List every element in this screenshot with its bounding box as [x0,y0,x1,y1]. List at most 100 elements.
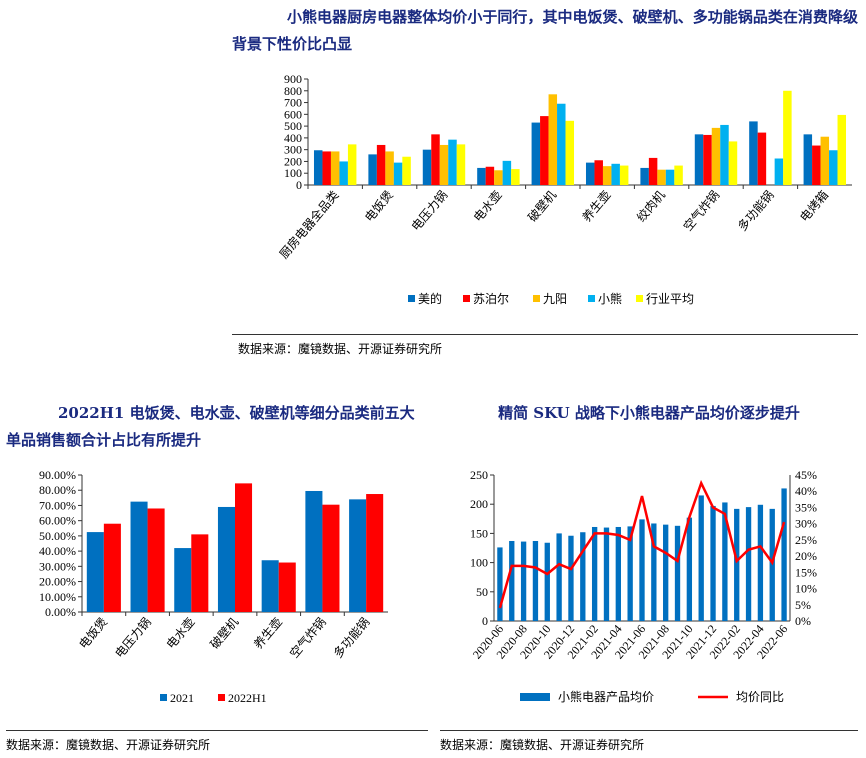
bar-美的 [368,154,377,185]
y-tick-label: 70.00% [39,498,76,512]
y2-tick-label: 15% [795,565,817,579]
bar-小熊 [448,139,457,185]
x-tick-label: 破壁机 [524,187,559,224]
x-tick-label: 电饭煲 [76,614,111,651]
bar-小熊 [557,103,566,185]
y-tick-label: 50.00% [39,529,76,543]
y-tick-label: 100 [284,166,302,180]
bar-小熊电器产品均价 [663,524,669,621]
y-tick-label: 150 [470,526,488,540]
y2-tick-label: 45% [795,468,817,482]
legend-label: 苏泊尔 [473,291,509,306]
y-tick-label: 30.00% [39,559,76,573]
y2-tick-label: 30% [795,517,817,531]
y-tick-label: 200 [470,497,488,511]
bar-小熊 [774,158,784,185]
y2-tick-label: 40% [795,484,817,498]
y-tick-label: 300 [284,143,302,157]
bar-小熊电器产品均价 [544,542,550,621]
y-tick-label: 700 [284,96,302,110]
y-tick-label: 400 [284,131,302,145]
line-均价同比 [498,479,786,609]
x-tick-label: 多功能锅 [734,187,776,233]
y-tick-label: 90.00% [39,468,76,482]
bar-2021 [261,560,279,612]
bar-美的 [422,149,432,185]
divider [232,334,858,335]
bar-九阳 [820,136,830,185]
bar-行业平均 [347,144,357,185]
bar-美的 [585,162,595,185]
x-tick-label: 绞肉机 [633,187,668,224]
bar-九阳 [548,94,558,185]
y-tick-label: 0 [482,614,488,628]
y2-tick-label: 20% [795,549,817,563]
legend-label: 九阳 [543,292,567,306]
x-tick-label: 养生壶 [579,187,614,224]
y2-tick-label: 25% [795,533,817,547]
bar-苏泊尔 [322,151,331,185]
bar-美的 [477,167,486,185]
bar-2022H1 [103,523,121,612]
x-tick-label: 电压力锅 [408,187,450,233]
bar-九阳 [602,166,612,185]
bar-小熊电器产品均价 [651,523,657,621]
y-tick-label: 50 [476,585,488,599]
y-tick-label: 0.00% [45,605,76,619]
legend-label: 美的 [418,291,442,306]
bar-九阳 [711,127,721,185]
x-tick-label: 养生壶 [250,614,285,651]
y-tick-label: 60.00% [39,514,76,528]
bar-行业平均 [402,156,411,185]
bar-小熊电器产品均价 [591,526,598,621]
x-tick-label: 厨房电器全品类 [276,187,341,261]
bar-2022H1 [366,494,384,612]
bar-小熊电器产品均价 [532,540,539,621]
x-tick-label: 电水壶 [163,614,198,651]
chart1-source: 数据来源：魔镜数据、开源证券研究所 [238,342,443,356]
y2-tick-label: 35% [795,500,817,514]
x-tick-label: 电水壶 [470,187,505,224]
bar-苏泊尔 [540,116,549,185]
bar-行业平均 [783,90,792,185]
legend-label: 小熊电器产品均价 [558,689,654,704]
y-tick-label: 100 [470,556,488,570]
y-tick-label: 200 [284,154,302,168]
y-tick-label: 0 [296,178,302,192]
bar-2021 [130,501,148,612]
legend-label: 小熊 [598,291,622,306]
bar-小熊电器产品均价 [568,535,574,621]
legend-label: 2022H1 [228,691,267,705]
bar-小熊电器产品均价 [769,508,775,621]
bar-小熊 [393,162,403,185]
bar-行业平均 [565,120,575,185]
bar-苏泊尔 [703,134,712,185]
y2-tick-label: 10% [795,582,817,596]
bar-小熊电器产品均价 [757,504,764,621]
legend-label: 行业平均 [646,292,694,306]
bar-美的 [694,134,704,185]
y2-tick-label: 5% [795,598,811,612]
bar-行业平均 [511,169,520,185]
bar-2021 [305,490,323,612]
bar-小熊 [720,124,729,185]
bar-苏泊尔 [757,132,767,185]
bar-小熊电器产品均价 [639,519,645,621]
legend-swatch-2022H1 [218,694,225,701]
bar-小熊电器产品均价 [698,495,704,621]
bar-苏泊尔 [594,160,603,185]
bar-美的 [531,122,541,185]
legend-swatch-美的 [408,295,415,302]
y-tick-label: 250 [470,468,488,482]
legend-swatch-苏泊尔 [463,295,470,302]
bar-苏泊尔 [648,157,658,185]
bar-小熊电器产品均价 [781,488,787,621]
x-tick-label: 空气炸锅 [286,614,328,660]
bar-小熊 [339,161,348,185]
bar-九阳 [657,169,666,185]
x-tick-label: 破壁机 [207,614,242,651]
legend-swatch-小熊电器产品均价 [520,693,550,701]
bar-小熊 [502,160,512,185]
chart2-source: 数据来源：魔镜数据、开源证券研究所 [6,738,211,752]
bar-2022H1 [191,534,209,612]
